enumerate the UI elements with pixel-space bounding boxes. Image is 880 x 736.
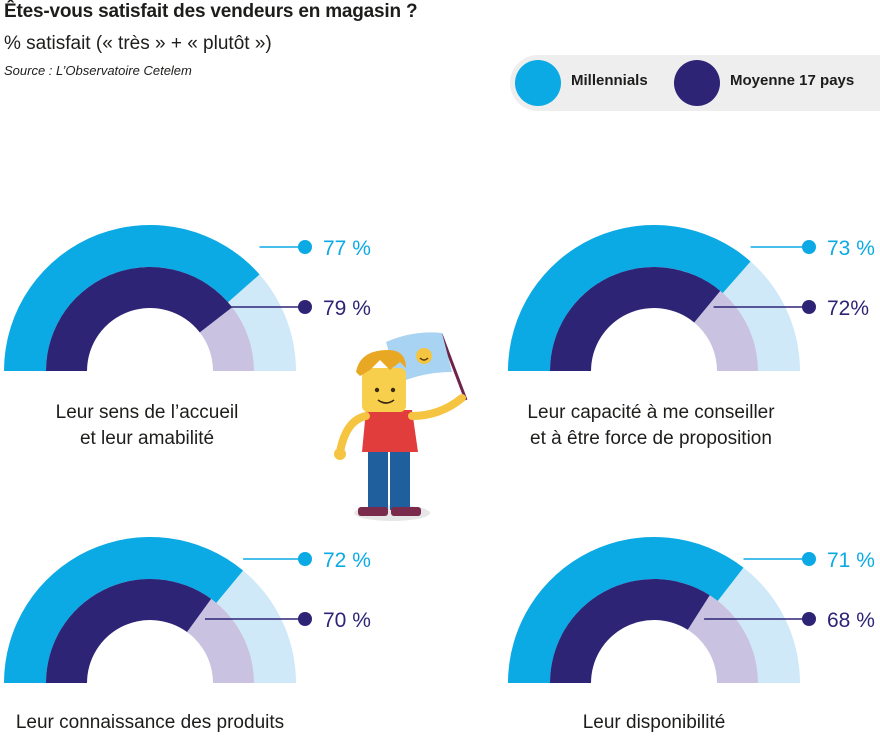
gauge-2-millennials-dot [802,240,816,254]
gauge-1-label-line: et leur amabilité [79,428,215,449]
legend: Millennials Moyenne 17 pays [510,55,880,111]
gauge-2-average-value: 72% [827,297,869,320]
legend-label-millennials: Millennials [571,72,648,89]
gauge-3-millennials-value: 72 % [323,549,371,572]
legend-swatch-millennials [515,60,561,106]
gauge-1-average-arc [46,266,233,371]
gauge-1-average-value: 79 % [323,297,371,320]
gauge-3-average-value: 70 % [323,609,371,632]
gauge-4-millennials-dot [802,552,816,566]
gauge-1-label-line: Leur sens de l’accueil [55,402,239,423]
mascot-illustration [334,332,468,521]
gauge-1-label: Leur sens de l’accueil et leur amabilité [56,400,239,452]
gauge-2-millennials-arc [507,224,751,371]
gauge-4-millennials-arc [508,537,744,683]
gauge-4-average-dot [802,612,816,626]
gauge-2-average-arc [550,267,721,371]
gauge-2-average-dot [802,300,816,314]
gauge-2-label-line: Leur capacité à me conseiller [527,402,775,423]
gauge-2-label: Leur capacité à me conseiller et à être f… [527,400,774,452]
legend-swatch-average [674,60,720,106]
gauge-3-millennials-dot [298,552,312,566]
gauge-2-label-line: et à être force de proposition [530,428,772,449]
gauge-4-label: Leur disponibilité [583,710,726,736]
chart-subtitle: % satisfait (« très » + « plutôt ») [4,33,272,54]
chart-source: Source : L’Observatoire Cetelem [4,63,192,78]
gauge-3-label: Leur connaissance des produits [16,710,284,736]
gauge-1-average-dot [298,300,312,314]
legend-label-average: Moyenne 17 pays [730,72,855,89]
gauge-3-average-dot [298,612,312,626]
gauge-1-millennials-arc [3,224,260,371]
gauge-1-millennials-dot [298,240,312,254]
gauge-3-label-line: Leur connaissance des produits [15,712,285,733]
chart-title: Êtes-vous satisfait des vendeurs en maga… [4,1,418,22]
gauge-4-average-value: 68 % [827,609,875,632]
gauge-4-average-arc [550,578,710,683]
gauge-2-millennials-value: 73 % [827,237,875,260]
gauge-4-label-line: Leur disponibilité [582,712,726,733]
gauge-1-millennials-value: 77 % [323,237,371,260]
gauge-4-millennials-value: 71 % [827,549,875,572]
gauge-3-average-arc [46,578,212,683]
gauge-3-millennials-arc [4,537,244,683]
